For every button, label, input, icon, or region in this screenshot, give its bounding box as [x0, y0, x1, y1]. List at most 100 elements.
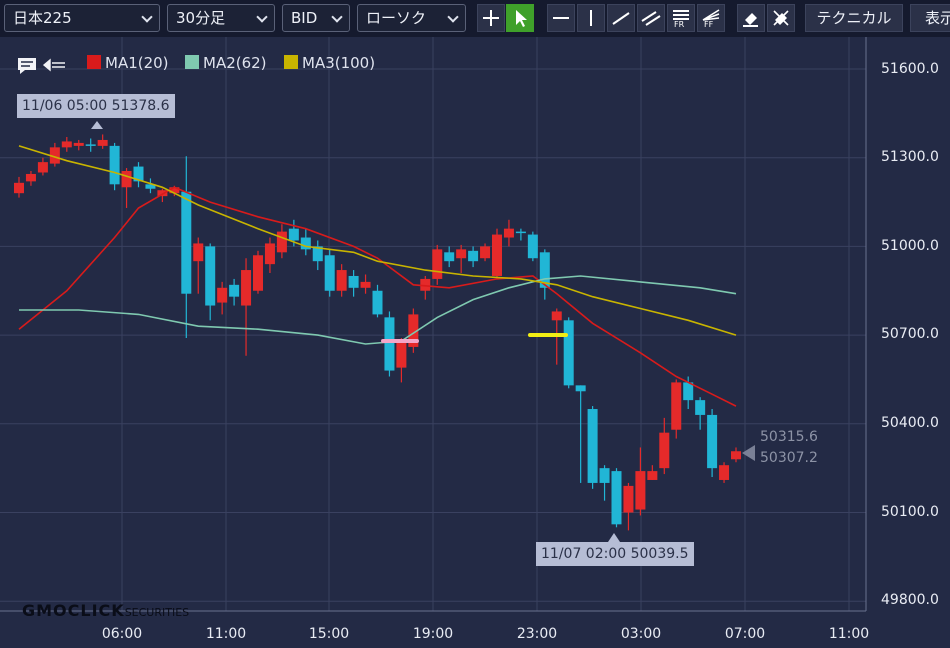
candle-down [133, 166, 144, 182]
candle-up [61, 141, 72, 148]
y-tick-label: 49800.0 [881, 592, 939, 608]
candle-up [276, 231, 287, 253]
x-tick-label: 07:00 [724, 626, 766, 642]
candle-up [420, 278, 431, 291]
chevron-down-icon [331, 11, 343, 23]
candle-up [671, 382, 682, 430]
ma1-line [18, 186, 737, 407]
candle-up [73, 142, 84, 146]
legend-ma1: MA1(20) [87, 54, 169, 72]
candle-up [731, 451, 741, 460]
legend-ma3: MA3(100) [284, 54, 375, 72]
eraser-button[interactable] [737, 4, 765, 32]
legend-ma2-label: MA2(62) [203, 54, 267, 72]
pointer-icon [516, 10, 527, 27]
candle-up [659, 432, 670, 469]
candle-down [539, 252, 550, 288]
chart-style-select-value: ローソク [366, 9, 427, 27]
candle-up [647, 471, 658, 480]
trend-line-button[interactable] [607, 4, 635, 32]
legend-ma2: MA2(62) [185, 54, 267, 72]
candle-down [324, 255, 335, 291]
vertical-line-button[interactable] [577, 4, 605, 32]
broker-logo: GMOCLICKSECURITIES [22, 601, 190, 620]
candle-down [348, 275, 359, 288]
fibonacci-retracement-icon [673, 10, 689, 20]
candle-down [575, 385, 586, 392]
y-tick-label: 51300.0 [881, 149, 939, 165]
comment-icon[interactable] [16, 54, 76, 80]
candle-up [492, 234, 502, 276]
x-tick-label: 11:00 [828, 626, 870, 642]
fibonacci-fan-icon [702, 9, 720, 21]
fibonacci-fan-button[interactable]: FF [697, 4, 725, 32]
horizontal-line-button[interactable] [547, 4, 575, 32]
legend-ma2-swatch [185, 55, 199, 69]
x-tick-label: 23:00 [516, 626, 558, 642]
candle-down [85, 144, 96, 146]
y-tick-label: 51000.0 [881, 238, 939, 254]
candle-down [707, 414, 718, 469]
chart-style-select[interactable]: ローソク [357, 4, 466, 32]
candle-up [719, 465, 730, 480]
candle-up [169, 187, 180, 194]
candle-up [480, 246, 491, 259]
timeframe-select-value: 30分足 [176, 9, 226, 27]
chevron-down-icon [447, 11, 459, 23]
candle-up [217, 287, 228, 303]
symbol-select[interactable]: 日本225 [4, 4, 160, 32]
y-tick-label: 50100.0 [881, 504, 939, 520]
vertical-line-icon [590, 10, 592, 26]
symbol-select-value: 日本225 [13, 9, 72, 27]
bid-price-label: 50307.2 [760, 450, 818, 466]
candle-down [611, 471, 622, 525]
candle-down [563, 320, 574, 386]
channel-button[interactable] [637, 4, 665, 32]
ma3-line [18, 145, 737, 336]
candle-up [14, 182, 24, 194]
high-price-label: 11/06 05:00 51378.6 [17, 94, 175, 118]
eraser-all-button[interactable] [767, 4, 795, 32]
candle-up [121, 171, 132, 188]
price-type-select[interactable]: BID [282, 4, 350, 32]
ma2-line [19, 275, 737, 345]
fibonacci-retracement-label: FR [674, 20, 685, 29]
candle-up [456, 249, 467, 259]
candle-down [527, 234, 538, 259]
channel-icon [641, 11, 661, 26]
timeframe-select[interactable]: 30分足 [167, 4, 275, 32]
display-button[interactable]: 表示 [910, 4, 950, 32]
chevron-down-icon [141, 11, 153, 23]
technical-button[interactable]: テクニカル [805, 4, 903, 32]
y-tick-label: 50400.0 [881, 415, 939, 431]
candlestick-chart [0, 37, 867, 612]
candle-up [432, 249, 443, 279]
candle-down [444, 252, 455, 262]
current-price-marker [742, 445, 755, 461]
candle-up [253, 255, 263, 291]
candle-down [181, 191, 192, 294]
fibonacci-retracement-button[interactable]: FR [667, 4, 695, 32]
trend-line-icon [612, 12, 630, 25]
x-tick-label: 19:00 [412, 626, 454, 642]
candle-down [109, 145, 120, 185]
eraser-icon [743, 13, 758, 27]
candle-down [145, 184, 156, 189]
high-label-pointer [91, 121, 103, 129]
candle-down [683, 382, 694, 401]
candle-up [241, 270, 252, 306]
candle-down [229, 284, 240, 297]
candle-up [336, 270, 347, 291]
y-tick-label: 50700.0 [881, 326, 939, 342]
candle-down [599, 468, 610, 483]
price-type-select-value: BID [291, 9, 318, 27]
candle-down [587, 409, 598, 483]
candle-up [264, 243, 275, 265]
toolbar: 日本225 30分足 BID ローソク FR FF テクニカル 表示 [0, 0, 950, 37]
candle-down [288, 228, 299, 241]
crosshair-button[interactable] [477, 4, 505, 32]
pointer-button[interactable] [506, 4, 534, 32]
comment-icon-graphic [18, 58, 65, 74]
crosshair-icon [483, 10, 499, 26]
ask-price-label: 50315.6 [760, 429, 818, 445]
